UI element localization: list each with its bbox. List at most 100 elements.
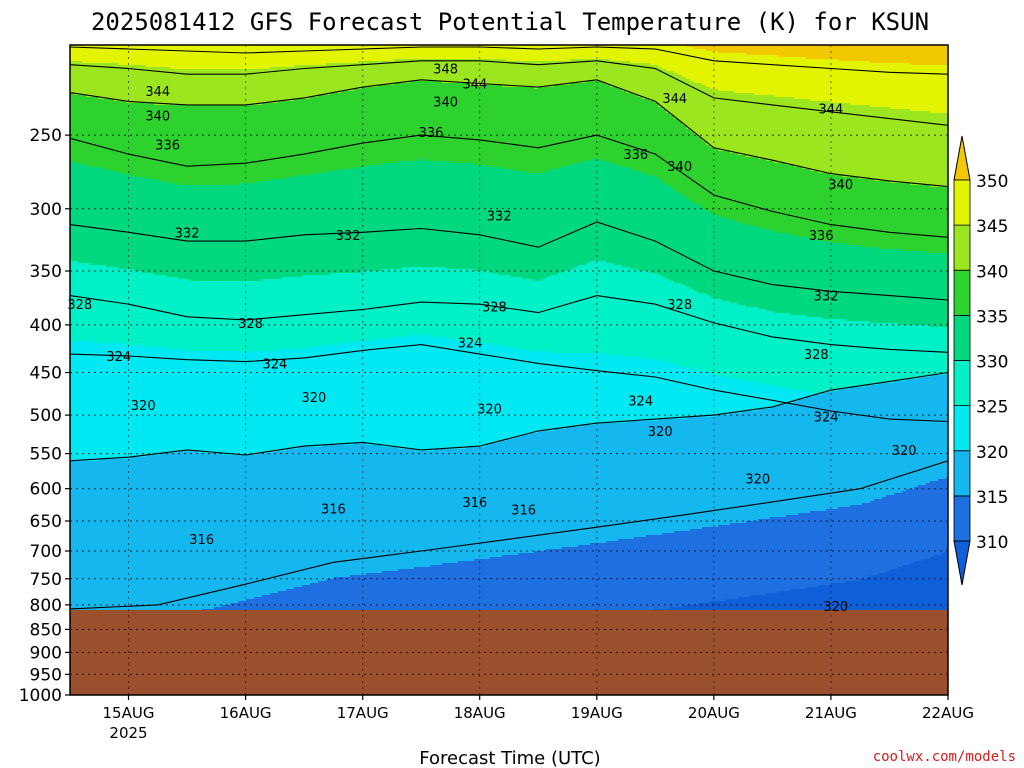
temperature-fill xyxy=(746,55,751,94)
temperature-fill xyxy=(582,161,587,266)
temperature-fill xyxy=(174,69,179,106)
temperature-fill xyxy=(690,81,695,132)
temperature-fill xyxy=(626,61,631,94)
temperature-fill xyxy=(498,45,503,60)
temperature-fill xyxy=(402,45,407,60)
x-tick-label: 19AUG xyxy=(571,704,623,722)
temperature-fill xyxy=(82,63,87,96)
temperature-fill xyxy=(402,569,407,646)
temperature-fill xyxy=(774,517,779,594)
temperature-fill xyxy=(698,49,703,84)
temperature-fill xyxy=(642,173,647,272)
temperature-fill xyxy=(122,101,127,174)
temperature-fill xyxy=(670,115,675,188)
temperature-fill xyxy=(598,45,603,60)
temperature-fill xyxy=(214,453,219,608)
temperature-fill xyxy=(910,489,915,564)
temperature-fill xyxy=(94,461,99,624)
temperature-fill xyxy=(358,273,363,342)
temperature-fill xyxy=(934,45,939,66)
temperature-fill xyxy=(506,45,511,62)
temperature-fill xyxy=(446,59,451,84)
temperature-fill xyxy=(310,45,315,66)
temperature-fill xyxy=(766,161,771,230)
temperature-fill xyxy=(510,169,515,278)
y-tick-label: 800 xyxy=(30,596,62,616)
temperature-fill xyxy=(418,59,423,82)
temperature-fill xyxy=(374,61,379,88)
temperature-fill xyxy=(610,541,615,618)
temperature-fill xyxy=(638,357,643,422)
temperature-fill xyxy=(366,271,371,342)
temperature-fill xyxy=(318,173,323,276)
temperature-fill xyxy=(262,103,267,182)
temperature-fill xyxy=(774,313,779,388)
temperature-fill xyxy=(106,63,111,100)
temperature-fill xyxy=(922,377,927,486)
temperature-fill xyxy=(622,61,627,92)
temperature-fill xyxy=(594,543,599,620)
temperature-fill xyxy=(594,45,599,60)
temperature-fill xyxy=(582,545,587,620)
temperature-fill xyxy=(86,97,91,166)
temperature-fill xyxy=(206,281,211,352)
temperature-fill xyxy=(522,171,527,280)
temperature-fill xyxy=(414,45,419,60)
temperature-fill xyxy=(530,87,535,174)
temperature-fill xyxy=(214,69,219,106)
temperature-fill xyxy=(226,45,231,70)
temperature-fill xyxy=(670,533,675,608)
temperature-fill xyxy=(218,453,223,608)
temperature-fill xyxy=(690,369,695,418)
temperature-fill xyxy=(886,383,891,496)
temperature-fill xyxy=(918,185,923,252)
temperature-fill xyxy=(402,449,407,570)
temperature-fill xyxy=(942,253,947,328)
temperature-fill xyxy=(906,325,911,380)
temperature-fill xyxy=(530,173,535,280)
temperature-fill xyxy=(322,95,327,174)
temperature-fill xyxy=(330,273,335,346)
temperature-fill xyxy=(426,161,431,268)
temperature-fill xyxy=(282,277,287,350)
temperature-fill xyxy=(646,45,651,64)
temperature-fill xyxy=(298,99,303,176)
temperature-fill xyxy=(346,91,351,170)
temperature-fill xyxy=(570,547,575,622)
temperature-fill xyxy=(278,101,283,180)
temperature-fill xyxy=(110,459,115,624)
temperature-fill xyxy=(946,45,948,66)
temperature-fill xyxy=(138,65,143,104)
temperature-fill xyxy=(414,267,419,336)
temperature-fill xyxy=(490,167,495,274)
temperature-fill xyxy=(406,161,411,268)
temperature-fill xyxy=(838,103,843,176)
temperature-fill xyxy=(938,187,943,254)
temperature-fill xyxy=(334,171,339,274)
temperature-fill xyxy=(202,351,207,454)
temperature-fill xyxy=(678,419,683,532)
temperature-fill xyxy=(402,267,407,338)
temperature-fill xyxy=(422,45,427,60)
temperature-fill xyxy=(118,101,123,174)
temperature-fill xyxy=(522,279,527,350)
temperature-fill xyxy=(734,379,739,414)
temperature-fill xyxy=(158,105,163,182)
temperature-fill xyxy=(914,65,919,112)
temperature-fill xyxy=(318,65,323,96)
temperature-fill xyxy=(142,45,147,66)
temperature-fill xyxy=(766,409,771,520)
temperature-fill xyxy=(290,101,295,178)
temperature-fill xyxy=(338,63,343,94)
temperature-fill xyxy=(154,179,159,276)
temperature-fill xyxy=(546,87,551,172)
temperature-fill xyxy=(278,349,283,452)
temperature-fill xyxy=(658,535,663,610)
temperature-fill xyxy=(730,153,735,220)
temperature-fill xyxy=(798,513,803,590)
y-tick-label: 1000 xyxy=(19,686,62,706)
temperature-fill xyxy=(302,349,307,448)
temperature-fill xyxy=(706,527,711,604)
temperature-fill xyxy=(894,109,899,184)
temperature-fill xyxy=(426,267,431,336)
